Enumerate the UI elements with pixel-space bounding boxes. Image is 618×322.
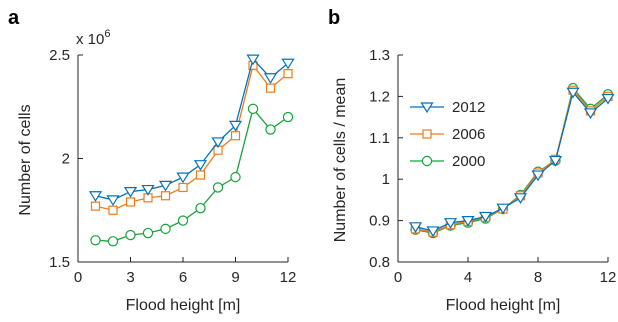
x-tick-label: 8 xyxy=(534,269,542,286)
panel-a-chart: 0 3 6 9 12 1.5 2 2.5 xyxy=(49,47,296,286)
y-tick-label: 2.5 xyxy=(49,47,70,64)
x-tick-label: 0 xyxy=(74,269,82,286)
exponent-power: 6 xyxy=(104,28,110,40)
panel-b-ylabel: Number of cells / mean xyxy=(332,78,349,243)
data-point-2012 xyxy=(496,203,510,215)
data-point-2012 xyxy=(246,54,260,66)
data-point-2000 xyxy=(265,124,276,135)
y-tick-label: 1.2 xyxy=(369,88,390,105)
y-tick-label: 1.3 xyxy=(369,47,390,64)
data-point-2012 xyxy=(583,108,598,120)
data-point-2012 xyxy=(281,58,295,70)
panel-b-letter: b xyxy=(328,7,340,29)
x-tick-label: 9 xyxy=(231,269,239,286)
x-tick-label: 4 xyxy=(464,269,472,286)
legend-marker-2012 xyxy=(420,102,434,114)
data-point-2006 xyxy=(283,69,293,79)
data-point-2012 xyxy=(123,187,138,198)
legend-marker-2006 xyxy=(422,129,432,139)
y-tick-label: 0.8 xyxy=(369,254,390,271)
series-line-2006 xyxy=(415,88,609,233)
series-line-2000 xyxy=(415,86,609,234)
data-point-2006 xyxy=(195,170,206,180)
data-point-2012 xyxy=(88,191,103,202)
data-point-2012 xyxy=(408,222,423,233)
data-point-2000 xyxy=(195,202,206,214)
data-point-2006 xyxy=(230,131,241,141)
data-point-2006 xyxy=(108,205,118,215)
panel-a-letter: a xyxy=(8,7,20,29)
legend-marker-2000 xyxy=(421,155,433,167)
x-tick-label: 12 xyxy=(600,269,617,286)
data-point-2012 xyxy=(461,216,475,227)
data-point-2012 xyxy=(106,195,120,207)
data-point-2012 xyxy=(263,73,278,84)
data-point-2000 xyxy=(247,103,259,115)
series-line-2000 xyxy=(95,107,289,242)
panel-b-xlabel: Flood height [m] xyxy=(446,297,561,314)
legend-label-2000: 2000 xyxy=(452,153,485,170)
x-tick-label: 6 xyxy=(179,269,187,286)
data-point-2012 xyxy=(228,120,243,132)
data-point-2000 xyxy=(125,229,136,241)
data-point-2000 xyxy=(212,182,224,193)
data-point-2006 xyxy=(178,182,188,193)
data-point-2000 xyxy=(107,236,119,247)
data-point-2006 xyxy=(90,201,101,211)
data-point-2012 xyxy=(141,184,155,196)
data-point-2006 xyxy=(125,197,136,207)
panel-b-chart: 0 4 8 12 0.8 0.9 1 1.1 1.2 1.3 xyxy=(369,47,616,286)
data-point-2012 xyxy=(513,193,528,204)
data-point-2012 xyxy=(158,180,173,192)
y-tick-label: 1 xyxy=(382,171,390,188)
panel-a-ylabel: Number of cells xyxy=(17,104,34,215)
exponent-label: x 106 xyxy=(76,28,110,48)
data-point-2000 xyxy=(177,215,189,226)
panel-a-xlabel: Flood height [m] xyxy=(126,297,241,314)
data-point-2012 xyxy=(566,87,580,99)
legend-label-2006: 2006 xyxy=(452,126,485,143)
x-tick-label: 0 xyxy=(394,269,402,286)
data-point-2012 xyxy=(426,226,440,238)
series-line-2012 xyxy=(415,90,609,232)
x-tick-label: 12 xyxy=(280,269,297,286)
data-point-2012 xyxy=(601,93,615,105)
data-point-2012 xyxy=(531,170,545,182)
data-point-2006 xyxy=(160,191,171,201)
series-line-2012 xyxy=(95,57,289,201)
data-point-2012 xyxy=(548,155,563,167)
y-tick-label: 1.5 xyxy=(49,254,70,271)
data-point-2012 xyxy=(211,137,225,149)
exponent-base: x 10 xyxy=(76,31,104,48)
y-tick-label: 0.9 xyxy=(369,213,390,230)
x-tick-label: 3 xyxy=(126,269,134,286)
data-point-2000 xyxy=(160,223,171,235)
data-point-2000 xyxy=(142,227,154,239)
data-point-2000 xyxy=(230,171,241,183)
data-point-2012 xyxy=(193,160,208,171)
data-point-2006 xyxy=(265,83,276,93)
legend: 2012 2006 2000 xyxy=(410,99,485,170)
y-tick-label: 2 xyxy=(62,151,70,168)
data-point-2012 xyxy=(478,211,493,223)
data-point-2012 xyxy=(443,218,458,229)
data-point-2000 xyxy=(90,235,101,246)
legend-label-2012: 2012 xyxy=(452,99,485,116)
series-line-2006 xyxy=(95,63,289,211)
data-point-2000 xyxy=(282,111,294,123)
data-point-2012 xyxy=(176,172,190,184)
y-tick-label: 1.1 xyxy=(369,130,390,147)
